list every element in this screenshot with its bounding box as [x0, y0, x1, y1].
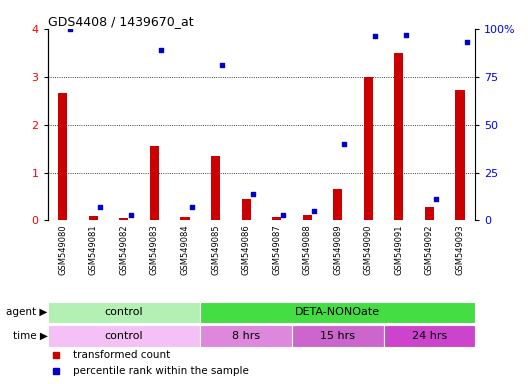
Bar [139, 29, 169, 220]
Bar [231, 29, 261, 220]
Point [126, 212, 135, 218]
Point [371, 33, 379, 40]
Bar [48, 301, 200, 323]
Text: control: control [105, 331, 143, 341]
Bar [383, 326, 475, 347]
Text: GSM549090: GSM549090 [364, 224, 373, 275]
Bar [89, 216, 98, 220]
Text: GSM549085: GSM549085 [211, 224, 220, 275]
Text: GSM549091: GSM549091 [394, 224, 403, 275]
Bar [78, 29, 109, 220]
Text: transformed count: transformed count [73, 350, 171, 360]
Bar [48, 29, 78, 220]
Text: GSM549089: GSM549089 [333, 224, 342, 275]
Text: GSM549082: GSM549082 [119, 224, 128, 275]
Bar [303, 215, 312, 220]
Text: GSM549086: GSM549086 [242, 224, 251, 275]
Bar [119, 218, 128, 220]
Text: GSM549081: GSM549081 [89, 224, 98, 275]
Bar [261, 29, 292, 220]
Bar [455, 90, 465, 220]
Bar [48, 326, 200, 347]
Bar [109, 29, 139, 220]
Bar [200, 29, 231, 220]
Bar [150, 146, 159, 220]
Bar [200, 301, 475, 323]
Text: DETA-NONOate: DETA-NONOate [295, 307, 380, 317]
Bar [200, 326, 292, 347]
Bar [181, 217, 190, 220]
Point [65, 26, 74, 32]
Bar [211, 156, 220, 220]
Point [401, 31, 410, 38]
Bar [333, 189, 342, 220]
Bar [445, 29, 475, 220]
Point [463, 39, 471, 45]
Bar [353, 29, 383, 220]
Text: 15 hrs: 15 hrs [320, 331, 355, 341]
Text: GSM549087: GSM549087 [272, 224, 281, 275]
Bar [414, 29, 445, 220]
Text: GDS4408 / 1439670_at: GDS4408 / 1439670_at [48, 15, 193, 28]
Bar [241, 199, 251, 220]
Point [218, 62, 227, 68]
Point [249, 190, 257, 197]
Text: agent ▶: agent ▶ [6, 307, 48, 317]
Bar [323, 29, 353, 220]
Text: GSM549084: GSM549084 [181, 224, 190, 275]
Text: GSM549093: GSM549093 [456, 224, 465, 275]
Point [310, 208, 318, 214]
Bar [292, 29, 323, 220]
Text: 24 hrs: 24 hrs [412, 331, 447, 341]
Point [157, 47, 165, 53]
Point [96, 204, 105, 210]
Text: GSM549083: GSM549083 [150, 224, 159, 275]
Bar [272, 217, 281, 220]
Bar [425, 207, 434, 220]
Text: time ▶: time ▶ [13, 331, 48, 341]
Bar [169, 29, 200, 220]
Point [340, 141, 348, 147]
Text: GSM549092: GSM549092 [425, 224, 434, 275]
Text: control: control [105, 307, 143, 317]
Point [279, 212, 288, 218]
Bar [383, 29, 414, 220]
Text: GSM549080: GSM549080 [58, 224, 67, 275]
Bar [292, 326, 383, 347]
Point [187, 204, 196, 210]
Point [432, 196, 440, 202]
Text: 8 hrs: 8 hrs [232, 331, 260, 341]
Text: GSM549088: GSM549088 [303, 224, 312, 275]
Bar [394, 53, 403, 220]
Bar [58, 93, 68, 220]
Text: percentile rank within the sample: percentile rank within the sample [73, 366, 249, 376]
Bar [364, 77, 373, 220]
